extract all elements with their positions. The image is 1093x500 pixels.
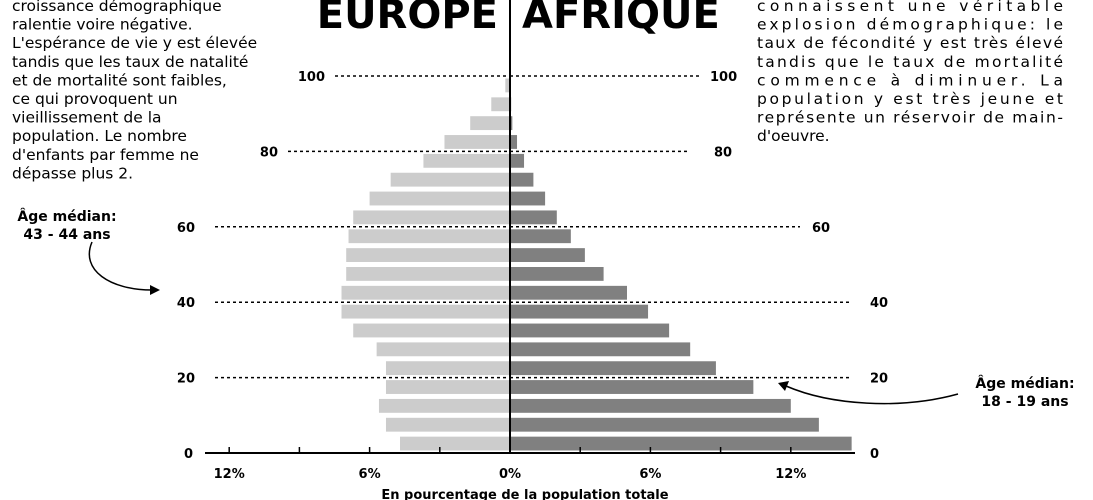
bar	[510, 210, 557, 225]
paragraph-line: L'espérance de vie y est élevée	[12, 34, 257, 52]
paragraph-line: taux de fécondité y est très élevé	[757, 34, 1063, 52]
paragraph-line: explosion démographique: le	[757, 16, 1063, 34]
bar	[385, 361, 510, 376]
paragraph-line: connaissent une véritable	[757, 0, 1063, 15]
y-tick-label: 20	[870, 372, 888, 387]
paragraph-line: représente un réservoir de main-	[757, 109, 1063, 127]
y-tick-label: 80	[260, 145, 278, 160]
bar	[353, 323, 510, 338]
bar	[470, 116, 510, 131]
bar	[378, 398, 510, 413]
y-tick-label: 0	[184, 447, 193, 462]
y-tick-label: 0	[870, 447, 879, 462]
paragraph-line: et de mortalité sont faibles,	[12, 71, 227, 89]
bar	[510, 135, 518, 149]
paragraph-line: d'enfants par femme ne	[12, 146, 199, 164]
arrow	[88, 241, 153, 291]
annotation: Âge médian:	[975, 375, 1074, 392]
y-tick-label: 40	[870, 296, 888, 311]
annotation: Âge médian:	[17, 208, 116, 225]
y-tick-label: 40	[177, 296, 195, 311]
bar	[423, 153, 510, 168]
bar	[390, 172, 510, 187]
bar	[346, 248, 510, 262]
annotation: 43 - 44 ans	[23, 227, 110, 243]
y-tick-label: 100	[710, 70, 737, 85]
x-tick-label: 0%	[499, 467, 521, 482]
bar	[341, 304, 510, 319]
annotation: 18 - 19 ans	[981, 394, 1068, 410]
paragraph-line: population. Le nombre	[12, 127, 187, 145]
y-tick-label: 80	[714, 145, 732, 160]
y-tick-label: 60	[812, 221, 830, 236]
paragraph-line: tandis que le taux de mortalité	[757, 53, 1063, 71]
bar	[444, 135, 510, 149]
bar	[510, 361, 716, 376]
bar	[510, 229, 571, 244]
bar	[510, 248, 585, 262]
paragraph-line: tandis que les taux de natalité	[12, 53, 248, 71]
bar	[510, 304, 649, 319]
bar	[491, 97, 510, 112]
bar	[510, 323, 670, 338]
bar	[510, 417, 819, 432]
x-tick-label: 6%	[639, 467, 661, 482]
bar	[510, 342, 691, 357]
x-axis-label: En pourcentage de la population totale	[381, 488, 668, 500]
bar	[385, 380, 510, 394]
paragraph-line: ce qui provoquent un	[12, 90, 178, 108]
paragraph-line: croissance démographique	[12, 0, 222, 15]
bar	[510, 380, 754, 394]
bar	[346, 267, 510, 281]
paragraph-line: d'oeuvre.	[757, 127, 830, 145]
bar	[341, 285, 510, 300]
bar	[369, 191, 510, 206]
bar	[400, 436, 510, 451]
bar	[348, 229, 510, 244]
bar	[510, 398, 791, 413]
y-tick-label: 20	[177, 372, 195, 387]
bar	[510, 267, 604, 281]
left-title: EUROPE	[317, 0, 498, 38]
arrow	[785, 385, 959, 405]
x-tick-label: 6%	[359, 467, 381, 482]
x-tick-label: 12%	[214, 467, 245, 482]
y-tick-label: 100	[298, 70, 325, 85]
paragraph-line: commence à diminuer. La	[757, 71, 1063, 89]
bar	[505, 78, 510, 93]
bar	[510, 191, 546, 206]
x-tick-label: 12%	[775, 467, 806, 482]
bar	[353, 210, 510, 225]
paragraph-line: vieillissement de la	[12, 109, 162, 127]
bar	[385, 417, 510, 432]
arrowhead	[778, 381, 789, 391]
right-title: AFRIQUE	[522, 0, 720, 38]
paragraph-line: dépasse plus 2.	[12, 164, 133, 182]
bar	[510, 153, 525, 168]
bar	[510, 285, 627, 300]
bar	[510, 172, 534, 187]
bar	[376, 342, 510, 357]
y-tick-label: 60	[177, 221, 195, 236]
bar	[510, 436, 852, 451]
paragraph-line: ralentie voire négative.	[12, 16, 193, 34]
bar	[510, 116, 513, 131]
arrowhead	[150, 285, 160, 295]
paragraph-line: population y est très jeune et	[757, 90, 1063, 108]
